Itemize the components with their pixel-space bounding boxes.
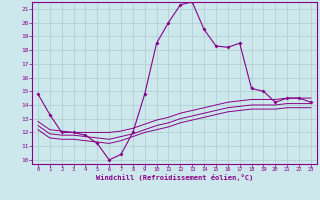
X-axis label: Windchill (Refroidissement éolien,°C): Windchill (Refroidissement éolien,°C) <box>96 174 253 181</box>
